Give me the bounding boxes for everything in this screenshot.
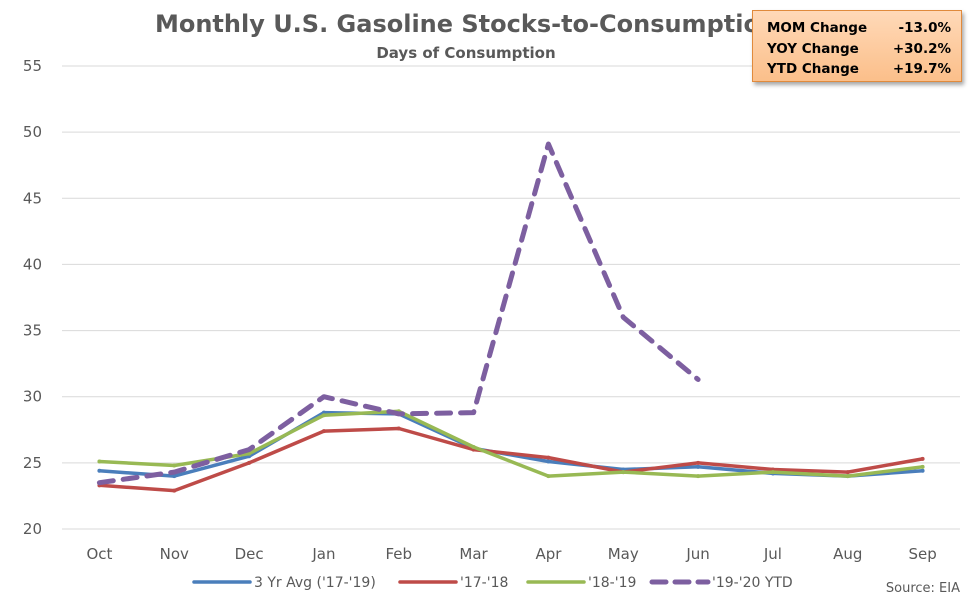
legend-label: '19-'20 YTD xyxy=(712,575,793,591)
data-point xyxy=(696,377,701,382)
x-axis: Oct Nov Dec Jan Feb Mar Apr May Jun Jul Aug Sep xyxy=(86,545,936,563)
data-point xyxy=(172,463,177,468)
x-tick-label: Nov xyxy=(160,545,189,563)
stat-value: +30.2% xyxy=(892,40,951,57)
data-point xyxy=(845,470,850,475)
y-axis: 20 25 30 35 40 45 50 55 xyxy=(23,57,42,538)
stat-label: YOY Change xyxy=(767,40,859,57)
stat-label: YTD Change xyxy=(767,61,859,77)
data-point xyxy=(920,464,925,469)
data-point xyxy=(696,460,701,465)
data-point xyxy=(172,470,177,475)
legend-label: '17-'18 xyxy=(460,575,508,591)
data-point xyxy=(621,315,626,320)
series-line-1 xyxy=(97,426,925,493)
x-tick-label: Oct xyxy=(86,545,112,563)
plot-area xyxy=(96,141,925,493)
stat-row-mom: MOM Change -13.0% xyxy=(767,18,951,39)
data-point xyxy=(920,468,925,473)
data-point xyxy=(172,488,177,493)
data-point xyxy=(471,444,476,449)
x-tick-label: Jul xyxy=(763,545,782,563)
data-point xyxy=(97,459,102,464)
data-point xyxy=(920,456,925,461)
data-point xyxy=(845,474,850,479)
data-point xyxy=(471,410,476,415)
data-point xyxy=(396,426,401,431)
grid xyxy=(62,65,960,530)
stat-row-yoy: YOY Change +30.2% xyxy=(767,39,951,60)
data-point xyxy=(396,411,401,416)
series-line-2 xyxy=(97,409,925,478)
chart-title: Monthly U.S. Gasoline Stocks-to-Consumpt… xyxy=(155,10,777,38)
y-tick-label: 35 xyxy=(23,322,42,340)
x-tick-label: Mar xyxy=(459,545,488,563)
change-stats-box: MOM Change -13.0% YOY Change +30.2% YTD … xyxy=(752,10,962,82)
data-point xyxy=(321,394,326,399)
data-point xyxy=(696,464,701,469)
y-tick-label: 30 xyxy=(23,388,42,406)
series-line-0 xyxy=(97,410,925,478)
chart-subtitle: Days of Consumption xyxy=(376,44,555,62)
y-tick-label: 55 xyxy=(23,57,42,75)
y-tick-label: 25 xyxy=(23,454,42,472)
data-point xyxy=(321,429,326,434)
x-tick-label: Jun xyxy=(685,545,709,563)
y-tick-label: 50 xyxy=(23,123,42,141)
y-tick-label: 20 xyxy=(23,520,42,538)
y-tick-label: 40 xyxy=(23,255,42,273)
stat-value: -13.0% xyxy=(898,20,951,36)
data-point xyxy=(546,474,551,479)
x-tick-label: Feb xyxy=(385,545,412,563)
x-tick-label: Jan xyxy=(311,545,335,563)
x-tick-label: May xyxy=(608,545,639,563)
x-tick-label: Apr xyxy=(535,545,562,563)
data-point xyxy=(546,455,551,460)
x-tick-label: Sep xyxy=(908,545,936,563)
data-point xyxy=(621,470,626,475)
legend: 3 Yr Avg ('17-'19) '17-'18 '18-'19 '19-'20 … xyxy=(192,575,793,591)
data-point xyxy=(97,480,102,485)
legend-label: 3 Yr Avg ('17-'19) xyxy=(254,575,376,591)
data-point xyxy=(247,447,252,452)
data-point xyxy=(546,142,551,147)
series-line-3 xyxy=(96,141,701,486)
y-tick-label: 45 xyxy=(23,189,42,207)
data-point xyxy=(321,413,326,418)
stat-row-ytd: YTD Change +19.7% xyxy=(767,59,951,80)
x-tick-label: Aug xyxy=(833,545,862,563)
legend-label: '18-'19 xyxy=(588,575,636,591)
data-point xyxy=(97,468,102,473)
stat-label: MOM Change xyxy=(767,20,868,36)
data-point xyxy=(770,470,775,475)
data-point xyxy=(247,451,252,456)
data-point xyxy=(546,459,551,464)
data-point xyxy=(247,460,252,465)
x-tick-label: Dec xyxy=(235,545,264,563)
source-note: Source: EIA xyxy=(886,581,960,596)
data-point xyxy=(696,474,701,479)
data-point xyxy=(172,474,177,479)
stat-value: +19.7% xyxy=(892,61,951,77)
